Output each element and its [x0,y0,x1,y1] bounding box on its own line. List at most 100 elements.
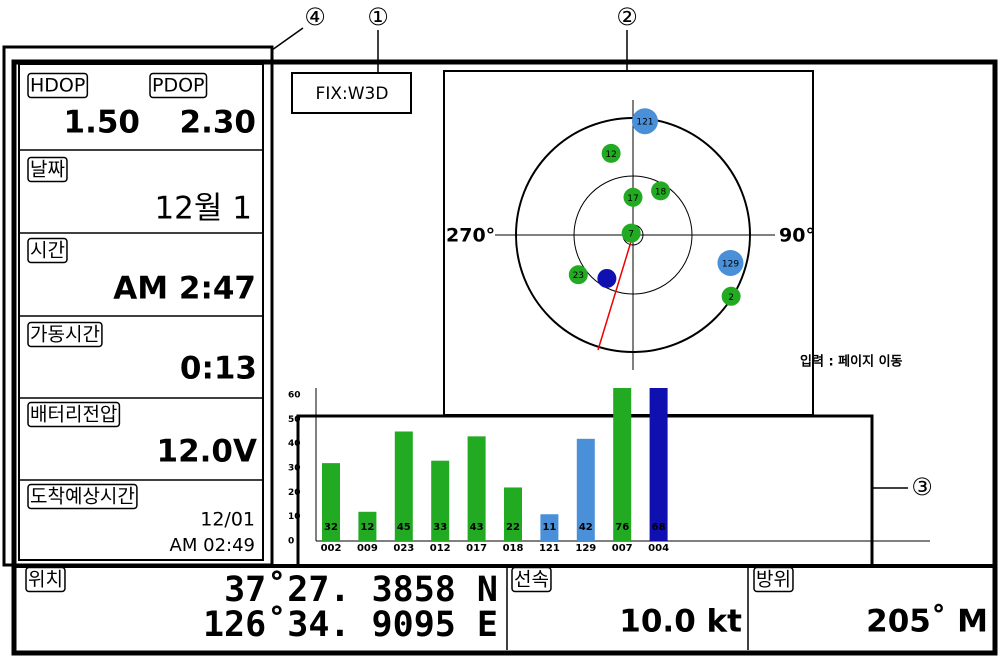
runtime-label: 가동시간 [30,324,100,346]
bar [649,388,668,541]
bar [576,438,595,541]
satellite-label: 129 [722,259,739,269]
bar-value: 12 [360,522,374,533]
label-box [25,566,66,593]
callout: ① [367,3,389,31]
bars [322,388,668,541]
y-tick-label: 30 [288,464,301,474]
x-tick-label: 121 [539,543,560,554]
bar [467,436,486,541]
bar-value: 76 [615,522,629,533]
label-box [27,156,68,183]
label-box [149,72,208,99]
latitude: 37˚27. 3858 N [224,569,498,610]
callout: ③ [911,473,933,501]
hdop-value: 1.50 [64,105,141,141]
hdop-label: HDOP [30,75,85,97]
satellite-label: 18 [655,187,667,197]
runtime-value: 0:13 [180,351,257,387]
satellite [597,268,617,288]
pdop-label: PDOP [152,75,205,97]
satellite-label: 23 [573,271,584,281]
satellite [568,265,588,285]
longitude: 126˚34. 9095 E [203,604,498,645]
satellite [601,143,621,163]
date-label: 날짜 [30,159,65,181]
y-tick-label: 40 [288,439,301,449]
satellite [631,108,658,135]
speed: 10.0 kt [619,604,742,640]
east-label: 90° [779,225,815,247]
bar [358,511,377,541]
satellite-label: 121 [636,118,653,128]
bar-value: 11 [542,522,556,533]
bar [322,463,340,541]
label-box [27,321,103,348]
bar [504,487,522,541]
satellite-label: 17 [627,194,638,204]
label-box [511,566,552,593]
chart-labels: 0 10 20 30 40 50 60 32 002 12 009 45 023 33 012 43 017 22… [288,391,669,555]
satellite-label: 7 [628,230,634,240]
battery-label: 배터리전압 [30,404,117,426]
callout: ② [616,3,638,31]
time-value: AM 2:47 [113,271,256,307]
label-box [27,483,138,510]
bar-value: 22 [506,522,520,533]
label-box [753,566,794,593]
bar-value: 43 [470,522,484,533]
satellite-label: 2 [728,293,734,303]
eta-time: AM 02:49 [170,535,255,556]
date-value: 12월 1 [154,191,252,227]
heading: 205˚ M [866,604,988,640]
bar-value: 33 [433,522,447,533]
x-tick-label: 007 [612,543,633,554]
position-label: 위치 [28,569,63,591]
callout: ④ [304,3,326,31]
west-label: 270° [446,225,495,247]
speed-label: 선속 [514,569,549,591]
satellite [721,286,741,306]
y-tick-label: 60 [288,391,301,401]
bar [431,460,450,541]
satellite-label: 12 [605,150,616,160]
skyplot-frame [443,70,814,416]
satellite [623,187,643,207]
satellite [717,249,744,276]
bar-value: 45 [397,522,411,533]
battery-value: 12.0V [157,434,257,470]
x-tick-label: 009 [357,543,378,554]
bar-value: 42 [579,522,593,533]
bar-value: 32 [324,522,338,533]
bar-value: 68 [652,522,666,533]
label-box [27,401,121,428]
panel-dividers [19,149,263,481]
bar [394,431,413,541]
x-tick-label: 023 [393,543,414,554]
satellite [651,181,671,201]
y-tick-label: 20 [288,488,301,498]
callout-lines [271,27,908,489]
callouts: ④ ① ② ③ [304,3,933,501]
pdop-value: 2.30 [180,105,257,141]
bar [540,514,559,541]
x-tick-label: 002 [321,543,342,554]
satellite [621,223,641,243]
x-tick-label: 012 [430,543,451,554]
x-tick-label: 017 [466,543,487,554]
time-label: 시간 [30,240,65,262]
label-box [27,72,89,99]
y-tick-label: 10 [288,512,301,522]
left-panel [18,63,264,561]
eta-date: 12/01 [200,509,255,531]
x-tick-label: 004 [648,543,669,554]
bar [613,388,632,541]
label-box [27,237,68,264]
signal-frame [296,414,874,568]
heading-line [597,234,634,351]
x-tick-label: 129 [575,543,596,554]
fix-status: FIX:W3D [316,84,389,104]
heading-label: 방위 [756,569,791,591]
x-tick-label: 018 [503,543,524,554]
